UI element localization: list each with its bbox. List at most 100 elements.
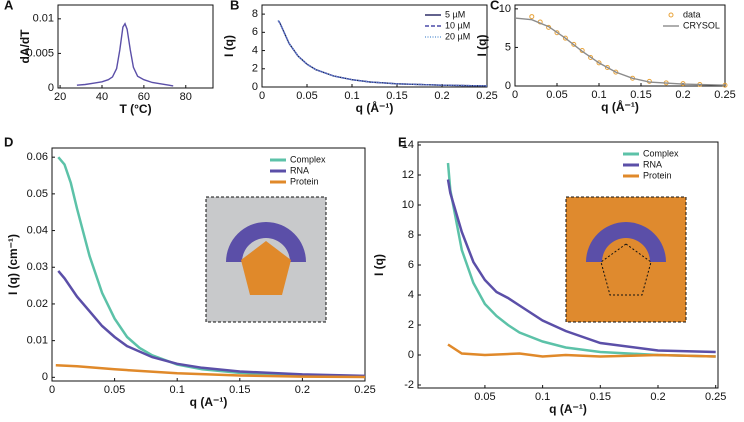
series-line: [446, 179, 716, 354]
protein-outline: [600, 243, 652, 296]
data-point: [588, 54, 594, 60]
x-tick-label: 0.1: [170, 384, 185, 396]
y-tick-label: 10: [402, 199, 414, 211]
x-tick-label: 0.15: [590, 391, 611, 403]
data-point: [554, 30, 560, 36]
legend-label: Complex: [643, 148, 679, 158]
y-tick-label: 8: [408, 229, 414, 241]
y-tick-label: 4: [408, 289, 414, 301]
inset-d: [205, 196, 327, 323]
panel-label: D: [4, 134, 13, 149]
data-point: [562, 35, 568, 41]
legend-label: Protein: [643, 170, 672, 180]
y-tick-label: 2: [252, 63, 258, 75]
x-tick-label: 0.15: [229, 384, 250, 396]
x-tick-label: 0: [512, 89, 518, 101]
x-tick-label: 0.05: [104, 384, 125, 396]
y-tick-label: 0.02: [27, 298, 48, 310]
plot-frame: [514, 4, 726, 87]
y-tick-label: 4: [252, 44, 258, 56]
y-tick-label: 2: [408, 319, 414, 331]
data-point: [596, 60, 602, 66]
x-tick-label: 80: [180, 91, 192, 103]
x-tick-label: 0.2: [675, 89, 690, 101]
plot-frame: [57, 4, 214, 89]
legend-label: data: [683, 9, 701, 19]
x-tick-label: 0.05: [296, 90, 317, 102]
y-tick-label: 0.05: [27, 188, 48, 200]
legend-label: Protein: [290, 176, 319, 186]
y-tick-label: 0.03: [27, 261, 48, 273]
series-line: [446, 162, 716, 358]
x-axis-label: q (A⁻¹): [549, 402, 587, 416]
inset-frame: [565, 196, 687, 323]
x-tick-label: 0.25: [714, 89, 735, 101]
x-tick-label: 0.25: [354, 384, 375, 396]
y-tick-label: 0.06: [27, 151, 48, 163]
y-tick-label: 0: [42, 371, 48, 383]
legend-label: 5 µM: [445, 9, 465, 19]
y-axis-label: I (q): [222, 35, 236, 57]
y-axis-label: dA/dT: [18, 29, 32, 64]
data-point: [529, 14, 535, 20]
legend-label: CRYSOL: [683, 20, 720, 30]
x-axis-label: T (°C): [119, 102, 151, 116]
plot-frame: [261, 4, 488, 88]
x-axis-label: q (A⁻¹): [190, 395, 228, 409]
rna-shape: [586, 222, 666, 262]
legend-marker: [668, 12, 674, 18]
x-tick-label: 0.1: [591, 89, 606, 101]
y-tick-label: 5: [505, 41, 511, 53]
x-axis-label: q (Å⁻¹): [356, 100, 394, 115]
y-tick-label: 10: [499, 3, 511, 15]
x-tick-label: 20: [54, 91, 66, 103]
panel-label: E: [398, 134, 407, 149]
y-tick-label: 6: [408, 259, 414, 271]
y-tick-label: 0.005: [26, 47, 54, 59]
x-tick-label: 0: [259, 90, 265, 102]
y-tick-label: 0.04: [27, 224, 48, 236]
x-tick-label: 0.15: [386, 90, 407, 102]
series-line: [514, 17, 726, 86]
y-tick-label: 0: [408, 349, 414, 361]
x-tick-label: 0.25: [705, 391, 726, 403]
x-tick-label: 40: [96, 91, 108, 103]
x-tick-label: 0: [49, 384, 55, 396]
inset-e: [565, 196, 687, 323]
x-tick-label: 0.2: [650, 391, 665, 403]
series-line: [57, 270, 366, 378]
legend-label: Complex: [290, 154, 326, 164]
y-tick-label: 6: [252, 26, 258, 38]
y-tick-label: 0.01: [27, 335, 48, 347]
y-axis-label: I (q) (cm⁻¹): [6, 234, 20, 295]
protein-shape: [241, 241, 291, 295]
x-tick-label: 0.05: [474, 391, 495, 403]
panel-label: B: [230, 0, 239, 12]
y-tick-label: 12: [402, 169, 414, 181]
series-line: [76, 22, 174, 87]
legend-label: RNA: [643, 159, 662, 169]
x-tick-label: 60: [138, 91, 150, 103]
x-tick-label: 0.05: [546, 89, 567, 101]
series-line: [57, 156, 366, 378]
x-axis-label: q (Å⁻¹): [601, 99, 639, 114]
y-axis-label: I (q): [372, 254, 386, 276]
legend-label: RNA: [290, 165, 309, 175]
x-tick-label: 0.1: [344, 90, 359, 102]
x-tick-label: 0.1: [535, 391, 550, 403]
series-line: [55, 363, 366, 379]
rna-shape: [226, 222, 306, 262]
x-tick-label: 0.2: [295, 384, 310, 396]
x-tick-label: 0.25: [476, 90, 497, 102]
legend-label: 10 µM: [445, 20, 470, 30]
series-line: [277, 20, 488, 87]
data-point: [604, 64, 610, 70]
y-tick-label: 0: [48, 82, 54, 94]
y-tick-label: 14: [402, 139, 414, 151]
y-axis-label: I (q): [475, 35, 489, 57]
series-line: [447, 343, 716, 358]
x-tick-label: 0.15: [630, 89, 651, 101]
legend-label: 20 µM: [445, 31, 470, 41]
